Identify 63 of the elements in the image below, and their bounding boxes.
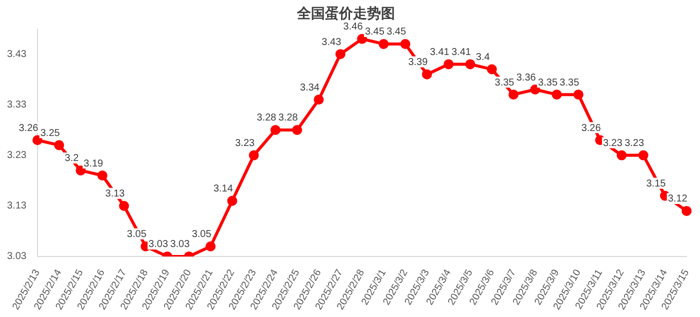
- point: [552, 90, 562, 100]
- point: [573, 90, 584, 100]
- data-label: 3.19: [84, 158, 104, 170]
- point: [530, 84, 540, 95]
- y-tick-label: 3.43: [6, 48, 27, 60]
- data-label: 3.26: [18, 122, 39, 134]
- data-label: 3.05: [126, 229, 147, 240]
- point: [54, 140, 64, 150]
- data-label: 3.34: [300, 82, 320, 94]
- y-tick-label: 3.03: [6, 251, 27, 262]
- point: [508, 90, 519, 100]
- point: [270, 124, 280, 135]
- data-label: 3.23: [235, 138, 256, 150]
- point: [119, 200, 130, 211]
- data-label: 3.35: [494, 77, 515, 88]
- data-label: 3.03: [148, 239, 168, 250]
- data-label: 3.41: [451, 46, 472, 58]
- data-label: 3.35: [538, 77, 558, 88]
- data-label: 3.45: [364, 26, 385, 38]
- data-label: 3.15: [646, 178, 666, 190]
- point: [248, 150, 259, 160]
- data-label: 3.46: [343, 22, 364, 33]
- point: [378, 38, 389, 49]
- chart-title: 全国蛋价走势图: [296, 6, 395, 22]
- point: [357, 34, 368, 44]
- point: [465, 59, 476, 70]
- point: [422, 69, 432, 80]
- point: [682, 206, 692, 216]
- y-tick-label: 3.23: [6, 150, 27, 162]
- point: [32, 135, 42, 146]
- data-label: 3.13: [105, 188, 126, 200]
- data-label: 3.23: [624, 138, 644, 150]
- data-label: 3.14: [213, 184, 234, 195]
- point: [292, 124, 302, 135]
- y-tick-label: 3.13: [6, 200, 27, 212]
- point: [400, 38, 410, 49]
- data-label: 3.36: [516, 72, 536, 84]
- point: [97, 170, 108, 181]
- point: [335, 49, 346, 60]
- data-label: 3.39: [408, 57, 428, 68]
- data-label: 3.28: [278, 112, 298, 124]
- point: [444, 59, 454, 70]
- data-label: 3.03: [170, 239, 190, 250]
- y-tick-label: 3.33: [6, 99, 27, 110]
- point: [227, 196, 238, 206]
- data-label: 3.12: [668, 194, 688, 205]
- point: [616, 150, 627, 160]
- data-label: 3.43: [322, 36, 342, 48]
- data-label: 3.05: [192, 229, 212, 240]
- point: [76, 165, 86, 176]
- data-label: 3.23: [602, 138, 623, 150]
- data-label: 3.26: [581, 122, 602, 134]
- data-label: 3.25: [40, 128, 60, 139]
- data-label: 3.2: [64, 153, 80, 164]
- point: [638, 150, 648, 160]
- point: [486, 64, 497, 74]
- data-label: 3.35: [560, 77, 580, 88]
- data-label: 3.41: [430, 46, 450, 58]
- point: [206, 241, 216, 252]
- data-label: 3.4: [476, 52, 490, 64]
- point: [314, 94, 324, 105]
- data-label: 3.45: [386, 26, 406, 38]
- data-label: 3.28: [256, 112, 277, 124]
